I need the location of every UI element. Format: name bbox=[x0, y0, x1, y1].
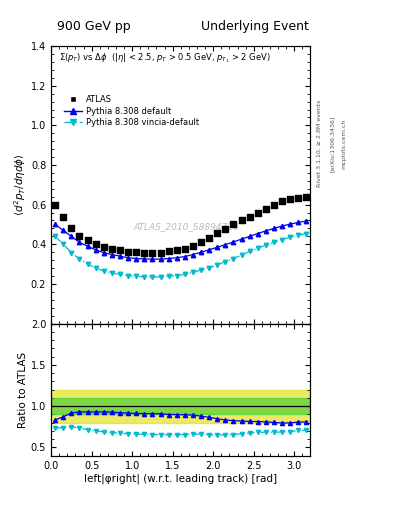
Text: ATLAS_2010_S8894728: ATLAS_2010_S8894728 bbox=[133, 222, 239, 231]
Point bbox=[303, 193, 310, 201]
X-axis label: left|φright| (w.r.t. leading track) [rad]: left|φright| (w.r.t. leading track) [rad… bbox=[84, 473, 277, 484]
Point bbox=[174, 246, 180, 254]
Point bbox=[60, 212, 66, 221]
Text: mcplots.cern.ch: mcplots.cern.ch bbox=[341, 118, 346, 168]
Point bbox=[52, 201, 58, 209]
Point bbox=[239, 217, 245, 225]
Point bbox=[222, 225, 228, 233]
Point bbox=[214, 229, 220, 238]
Point bbox=[149, 248, 156, 257]
Text: [arXiv:1306.3436]: [arXiv:1306.3436] bbox=[329, 115, 334, 172]
Bar bbox=[51, 390, 310, 422]
Point bbox=[190, 242, 196, 250]
Point bbox=[246, 212, 253, 221]
Point bbox=[101, 243, 107, 251]
Point bbox=[263, 205, 269, 213]
Point bbox=[271, 201, 277, 209]
Point bbox=[255, 209, 261, 217]
Point bbox=[230, 220, 237, 228]
Text: Rivet 3.1.10, ≥ 2.8M events: Rivet 3.1.10, ≥ 2.8M events bbox=[316, 100, 321, 187]
Point bbox=[76, 232, 83, 241]
Point bbox=[133, 248, 140, 257]
Point bbox=[157, 248, 163, 257]
Point bbox=[92, 240, 99, 248]
Point bbox=[182, 245, 188, 253]
Bar bbox=[51, 398, 310, 414]
Legend: ATLAS, Pythia 8.308 default, Pythia 8.308 vincia-default: ATLAS, Pythia 8.308 default, Pythia 8.30… bbox=[61, 92, 203, 131]
Point bbox=[287, 195, 293, 203]
Point bbox=[109, 245, 115, 253]
Point bbox=[84, 236, 91, 244]
Text: Underlying Event: Underlying Event bbox=[201, 20, 309, 33]
Y-axis label: Ratio to ATLAS: Ratio to ATLAS bbox=[18, 352, 28, 428]
Y-axis label: $\langle d^2 p_T/d\eta d\phi \rangle$: $\langle d^2 p_T/d\eta d\phi \rangle$ bbox=[12, 154, 28, 216]
Point bbox=[117, 246, 123, 254]
Point bbox=[68, 224, 75, 232]
Point bbox=[295, 194, 301, 202]
Point bbox=[165, 247, 172, 255]
Point bbox=[198, 238, 204, 246]
Point bbox=[125, 248, 131, 256]
Point bbox=[141, 248, 147, 257]
Point bbox=[279, 197, 285, 205]
Text: 900 GeV pp: 900 GeV pp bbox=[57, 20, 130, 33]
Text: $\Sigma(p_T)$ vs $\Delta\phi$  ($|\eta|$ < 2.5, $p_T$ > 0.5 GeV, $p_{T_1}$ > 2 G: $\Sigma(p_T)$ vs $\Delta\phi$ ($|\eta|$ … bbox=[59, 52, 271, 65]
Point bbox=[206, 234, 212, 242]
